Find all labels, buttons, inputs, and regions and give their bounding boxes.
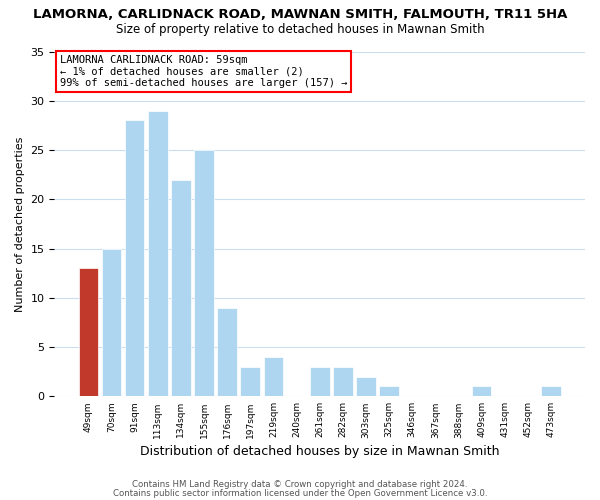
Bar — [217, 308, 237, 396]
Bar — [263, 357, 283, 397]
Bar — [125, 120, 145, 396]
Text: LAMORNA, CARLIDNACK ROAD, MAWNAN SMITH, FALMOUTH, TR11 5HA: LAMORNA, CARLIDNACK ROAD, MAWNAN SMITH, … — [33, 8, 567, 20]
Y-axis label: Number of detached properties: Number of detached properties — [15, 136, 25, 312]
Bar — [333, 367, 353, 396]
X-axis label: Distribution of detached houses by size in Mawnan Smith: Distribution of detached houses by size … — [140, 444, 499, 458]
Text: Contains public sector information licensed under the Open Government Licence v3: Contains public sector information licen… — [113, 489, 487, 498]
Text: LAMORNA CARLIDNACK ROAD: 59sqm
← 1% of detached houses are smaller (2)
99% of se: LAMORNA CARLIDNACK ROAD: 59sqm ← 1% of d… — [60, 55, 347, 88]
Bar — [101, 248, 121, 396]
Bar — [472, 386, 491, 396]
Bar — [310, 367, 329, 396]
Bar — [241, 367, 260, 396]
Bar — [148, 110, 167, 397]
Text: Contains HM Land Registry data © Crown copyright and database right 2024.: Contains HM Land Registry data © Crown c… — [132, 480, 468, 489]
Bar — [541, 386, 561, 396]
Bar — [79, 268, 98, 396]
Bar — [194, 150, 214, 396]
Bar — [356, 376, 376, 396]
Bar — [379, 386, 399, 396]
Bar — [171, 180, 191, 396]
Text: Size of property relative to detached houses in Mawnan Smith: Size of property relative to detached ho… — [116, 22, 484, 36]
